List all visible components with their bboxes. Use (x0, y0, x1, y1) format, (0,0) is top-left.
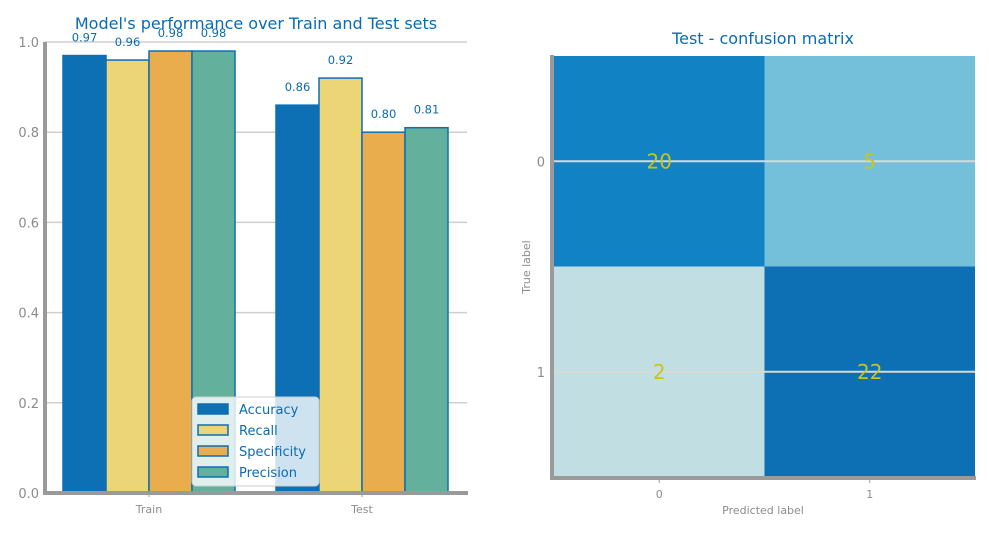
bar-value-label: 0.96 (115, 35, 141, 49)
bar-value-label: 0.98 (158, 26, 184, 40)
bar-y-tick-label: 1.0 (18, 36, 39, 51)
cm-cell-values: 20 52 22 (647, 149, 883, 384)
legend-label-specificity: Specificity (239, 445, 306, 460)
bar-value-label: 0.81 (414, 103, 440, 117)
cm-x-tick-label: 0 (656, 488, 663, 501)
bar-y-tick-label: 0.8 (18, 126, 39, 141)
bar-chart-title: Model's performance over Train and Test … (75, 14, 437, 33)
bar-specificity-train (148, 50, 193, 494)
bar-x-ticks: Train Test (135, 493, 374, 516)
bar-value-label: 0.97 (72, 31, 98, 45)
bar-y-tick-label: 0.0 (18, 487, 39, 502)
legend-box (191, 396, 320, 487)
bar-value-label: 0.86 (285, 80, 311, 94)
cm-cell-value: 5 (863, 149, 876, 173)
bar-x-tick-label: Test (350, 503, 373, 516)
bar-recall-train (105, 59, 150, 494)
bar-value-labels: 0.97 0.96 0.98 0.98 0.86 0.92 0.80 0.81 (72, 26, 440, 121)
bar-series (62, 50, 449, 494)
cm-cells (554, 56, 975, 477)
bar-specificity-test (361, 131, 406, 494)
cm-cell-value: 2 (653, 360, 666, 384)
cm-y-tick-label: 0 (537, 155, 545, 170)
bar-legend: Accuracy Recall Specificity Precision (191, 396, 320, 487)
legend-swatch-accuracy (197, 403, 229, 415)
cm-gridlines (554, 160, 975, 373)
cm-cell-value: 22 (857, 360, 882, 384)
bar-y-ticks: 0.0 0.2 0.4 0.6 0.8 1.0 (18, 36, 39, 502)
legend-label-accuracy: Accuracy (239, 403, 299, 418)
bar-chart: 0.97 0.960.98 0.980.860.920.80 0.81 0.00.20… (18, 14, 468, 516)
bar-value-label: 0.98 (201, 26, 227, 40)
bar-precision-test (404, 126, 449, 494)
bar-y-tick-label: 0.6 (18, 216, 39, 231)
legend-swatch-precision (197, 466, 229, 478)
legend-swatch-specificity (197, 445, 229, 457)
bar-x-tick-label: Train (135, 503, 162, 516)
bar-y-tick-label: 0.2 (18, 397, 39, 412)
legend-label-precision: Precision (239, 466, 297, 481)
cm-x-tick-label: 1 (866, 488, 873, 501)
bar-y-tick-label: 0.4 (18, 307, 39, 322)
bar-accuracy-train (62, 54, 107, 494)
bar-value-label: 0.92 (328, 53, 354, 67)
cm-title: Test - confusion matrix (671, 29, 854, 48)
cm-y-label: True label (520, 240, 533, 294)
legend-swatch-recall (197, 424, 229, 436)
cm-y-tick-label: 1 (537, 366, 545, 381)
cm-y-ticks: 01 (537, 155, 545, 381)
cm-x-label: Predicted label (722, 504, 804, 517)
bar-value-label: 0.80 (371, 107, 397, 121)
legend-label-recall: Recall (239, 424, 278, 439)
cm-cell-value: 20 (647, 149, 672, 173)
bar-recall-test (318, 77, 363, 494)
